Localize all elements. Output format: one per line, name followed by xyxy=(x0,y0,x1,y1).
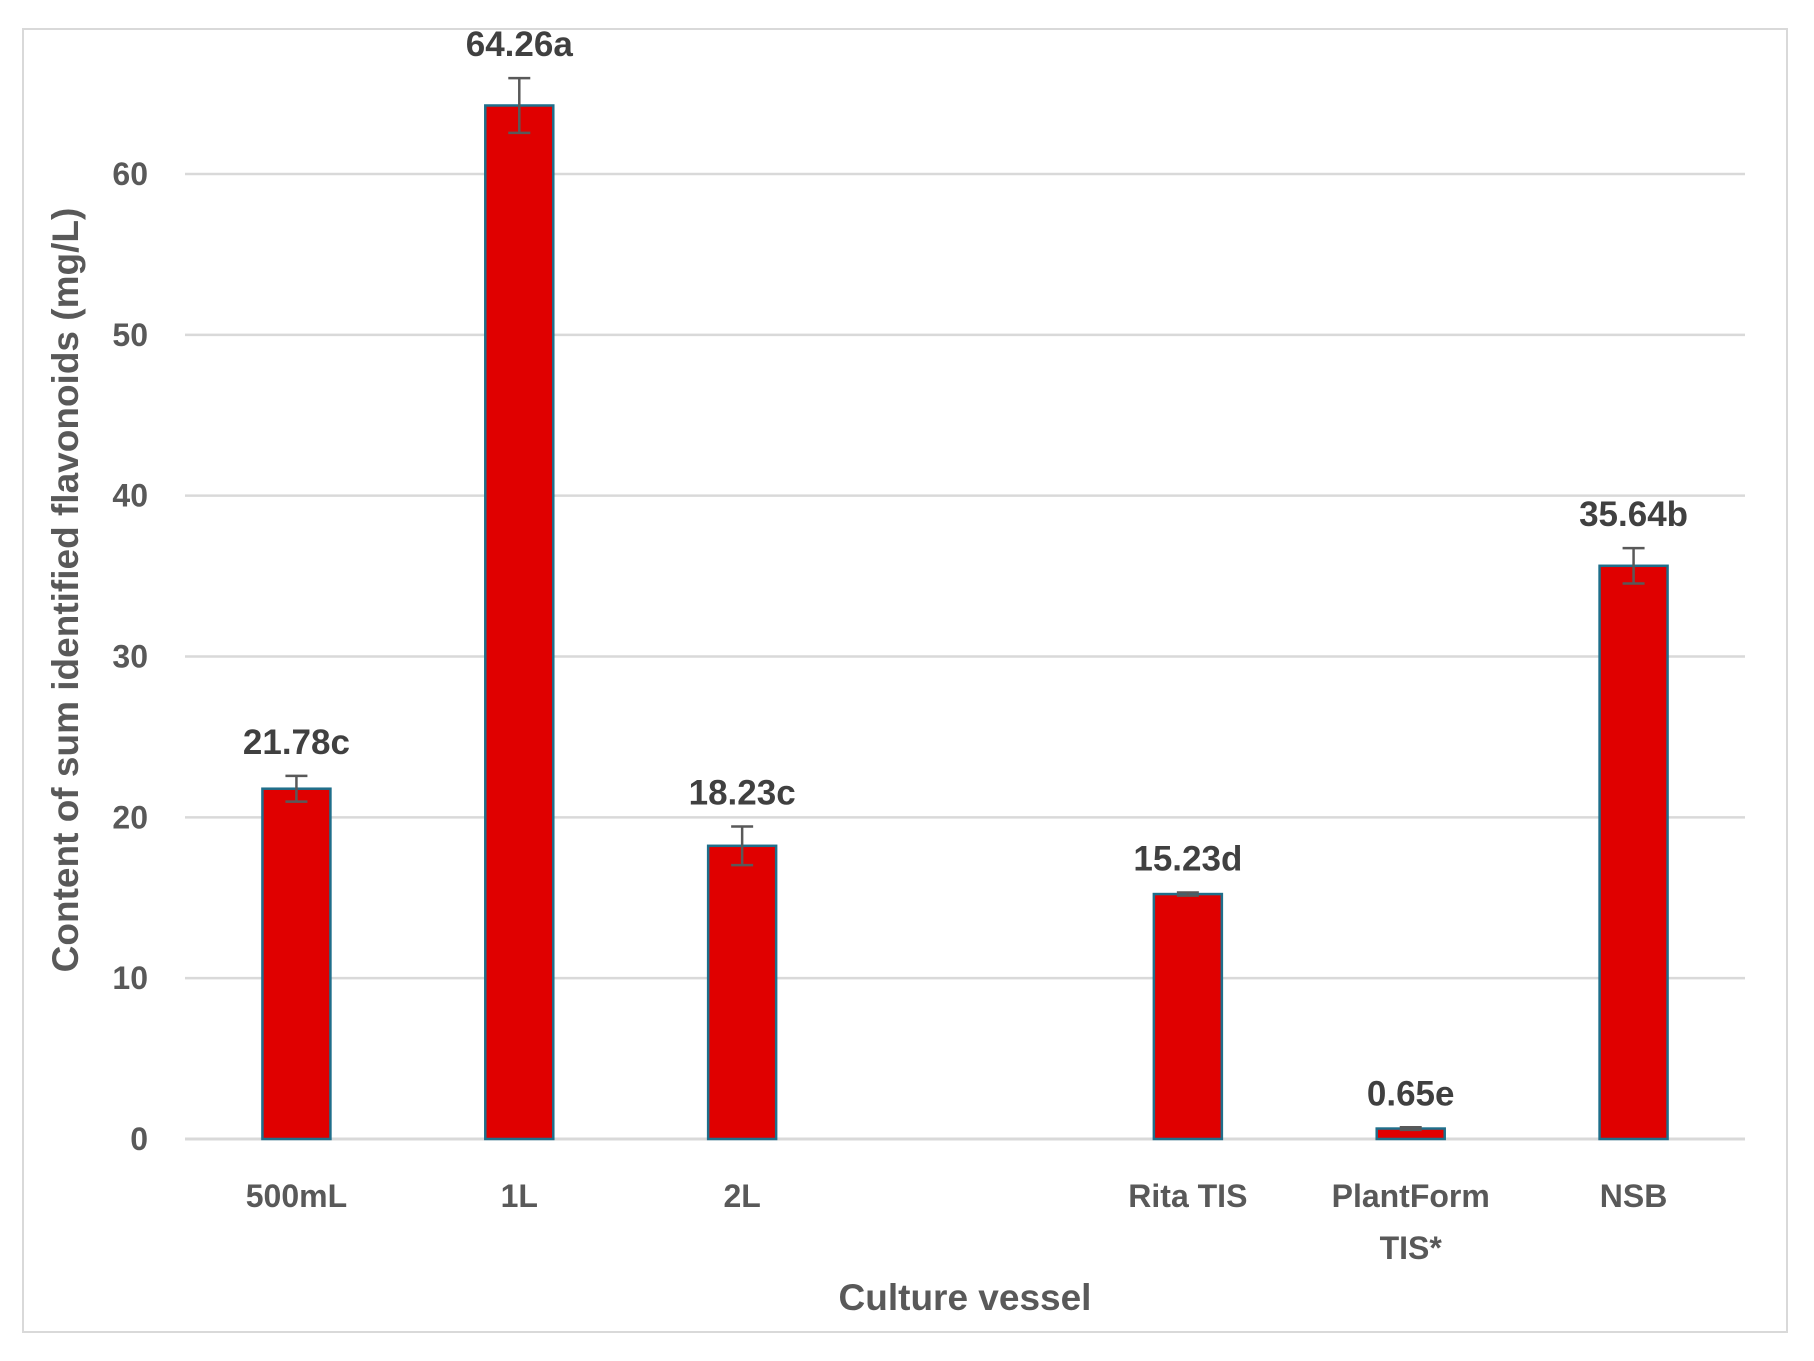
error-bars xyxy=(285,76,1645,1132)
error-bar xyxy=(285,774,308,803)
error-bar xyxy=(1622,546,1645,585)
x-category-label: 2L xyxy=(723,1178,760,1214)
data-label: 18.23c xyxy=(689,774,796,813)
x-category-label: TIS* xyxy=(1380,1230,1443,1266)
y-axis-title: Content of sum identified flavonoids (mg… xyxy=(45,208,86,973)
bar xyxy=(261,787,332,1141)
data-label: 15.23d xyxy=(1133,839,1242,878)
data-label: 21.78c xyxy=(243,723,350,762)
x-category-label: PlantForm xyxy=(1332,1178,1490,1214)
y-tick-label: 20 xyxy=(112,799,148,835)
y-axis-ticks: 0 10 20 30 40 50 60 xyxy=(112,156,148,1157)
bar xyxy=(484,104,555,1141)
y-tick-label: 60 xyxy=(112,156,148,192)
x-axis-title: Culture vessel xyxy=(839,1277,1092,1318)
error-bar xyxy=(1399,1126,1422,1132)
x-category-label: NSB xyxy=(1600,1178,1668,1214)
data-label: 64.26a xyxy=(466,25,574,64)
error-bar xyxy=(508,76,531,135)
y-tick-label: 30 xyxy=(112,639,148,675)
data-label: 35.64b xyxy=(1579,495,1688,534)
x-category-label: Rita TIS xyxy=(1128,1178,1247,1214)
x-category-label: 1L xyxy=(501,1178,538,1214)
y-tick-label: 40 xyxy=(112,478,148,514)
y-tick-label: 10 xyxy=(112,960,148,996)
x-category-label: 500mL xyxy=(246,1178,347,1214)
bar xyxy=(1152,892,1224,1141)
bar xyxy=(1598,564,1669,1141)
y-tick-label: 50 xyxy=(112,317,148,353)
bar xyxy=(706,844,778,1141)
data-labels: 21.78c 64.26a 18.23c 15.23d 0.65e 35.64b xyxy=(243,25,1688,1113)
error-bar xyxy=(731,825,754,867)
x-axis-categories: 500mL 1L 2L Rita TIS PlantForm TIS* NSB xyxy=(246,1178,1668,1266)
gridlines xyxy=(185,172,1745,1141)
y-tick-label: 0 xyxy=(130,1121,148,1157)
data-label: 0.65e xyxy=(1367,1074,1455,1113)
error-bar xyxy=(1176,891,1199,897)
bars xyxy=(261,104,1669,1141)
